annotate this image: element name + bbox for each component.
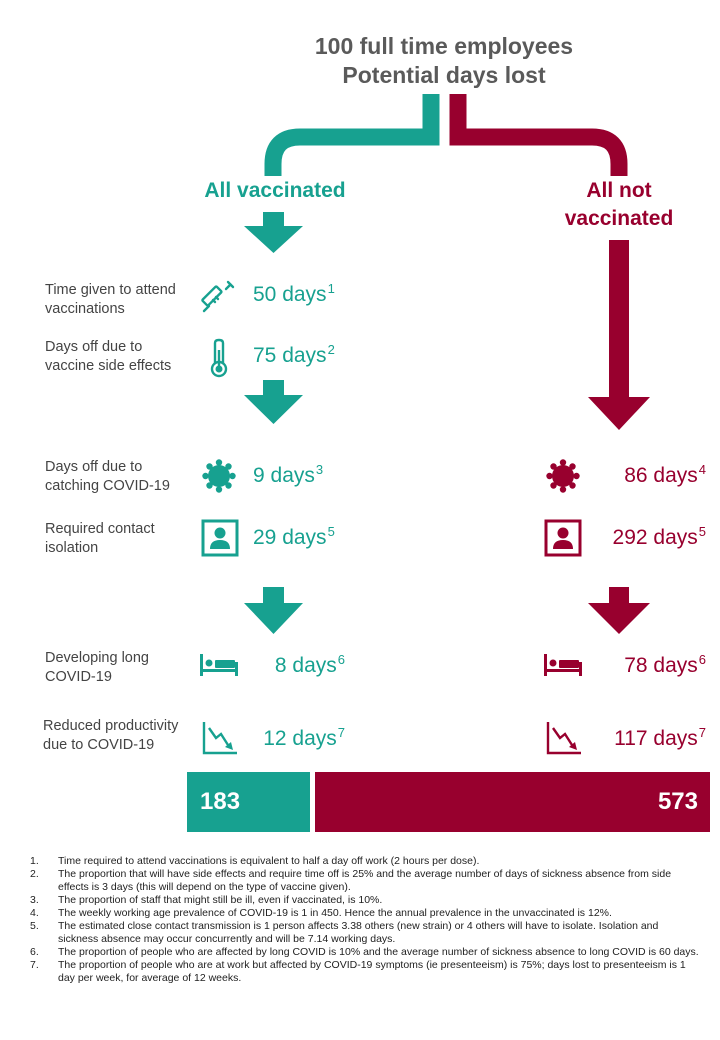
footnote-item: 4. The weekly working age prevalence of C… xyxy=(30,907,612,919)
vaccinated-total-box: 183 xyxy=(187,772,310,832)
row-label-long-covid: Developing long COVID-19 xyxy=(45,650,149,685)
row-label-vaccination-time: Time given to attend vaccinations xyxy=(45,282,176,317)
bed-icon xyxy=(544,654,582,676)
declining-chart-icon xyxy=(546,722,581,755)
not-vaccinated-arrow-short xyxy=(588,587,650,634)
row-label-contact-isolation: Required contact isolation xyxy=(45,521,155,556)
not-vaccinated-total-box: 573 xyxy=(315,772,710,832)
not-vaccinated-heading-line-1: All not xyxy=(586,179,652,202)
not-vaccinated-value-contact-isolation: 292 days5 xyxy=(612,524,706,549)
page-title-line-1: 100 full time employees xyxy=(314,33,574,59)
not-vaccinated-value-reduced-productivity: 117 days7 xyxy=(614,725,706,750)
row-label-catching-covid: Days off due to catching COVID-19 xyxy=(45,459,170,494)
vaccinated-arrow-2 xyxy=(244,380,303,424)
vaccinated-value-long-covid: 8 days6 xyxy=(274,652,345,677)
footnote-item: 7. The proportion of people who are at wo… xyxy=(30,959,686,984)
not-vaccinated-value-catching-covid: 86 days4 xyxy=(624,462,706,487)
not-vaccinated-arrow-long xyxy=(588,240,650,430)
footnotes-list: 1. Time required to attend vaccinations i… xyxy=(30,855,700,985)
footnote-item: 5. The estimated close contact transmissi… xyxy=(30,920,659,945)
not-vaccinated-heading-line-2: vaccinated xyxy=(564,207,674,230)
bed-icon xyxy=(200,654,238,676)
footnote-item: 2. The proportion that will have side eff… xyxy=(30,868,672,893)
vaccinated-arrow-3 xyxy=(244,587,303,634)
vaccinated-heading: All vaccinated xyxy=(204,179,346,202)
person-isolation-icon xyxy=(201,519,239,557)
row-label-side-effects: Days off due to vaccine side effects xyxy=(45,339,172,374)
thermometer-icon xyxy=(210,338,228,378)
vaccinated-value-vaccination-time: 50 days1 xyxy=(253,281,335,306)
vaccinated-value-contact-isolation: 29 days5 xyxy=(253,524,335,549)
syringe-icon xyxy=(201,280,235,313)
not-vaccinated-total-value: 573 xyxy=(657,788,698,815)
vaccinated-total-value: 183 xyxy=(200,788,241,815)
vaccinated-value-reduced-productivity: 12 days7 xyxy=(263,725,345,750)
footnote-item: 1. Time required to attend vaccinations i… xyxy=(30,855,480,867)
vaccinated-branch-connector xyxy=(264,94,440,176)
not-vaccinated-value-long-covid: 78 days6 xyxy=(624,652,706,677)
footnote-item: 3. The proportion of staff that might sti… xyxy=(30,894,383,906)
flow-diagram-graphics xyxy=(244,94,650,634)
virus-icon xyxy=(202,459,236,493)
page-title-line-2: Potential days lost xyxy=(342,62,546,88)
footnote-item: 6. The proportion of people who are affec… xyxy=(30,946,699,958)
vaccinated-arrow-1 xyxy=(244,212,303,253)
declining-chart-icon xyxy=(202,722,237,755)
row-label-reduced-productivity: Reduced productivity due to COVID-19 xyxy=(43,718,179,753)
person-isolation-icon xyxy=(544,519,582,557)
vaccinated-value-side-effects: 75 days2 xyxy=(253,342,335,367)
vaccinated-value-catching-covid: 9 days3 xyxy=(253,462,324,487)
not-vaccinated-branch-connector xyxy=(449,94,628,176)
virus-icon xyxy=(546,459,580,493)
